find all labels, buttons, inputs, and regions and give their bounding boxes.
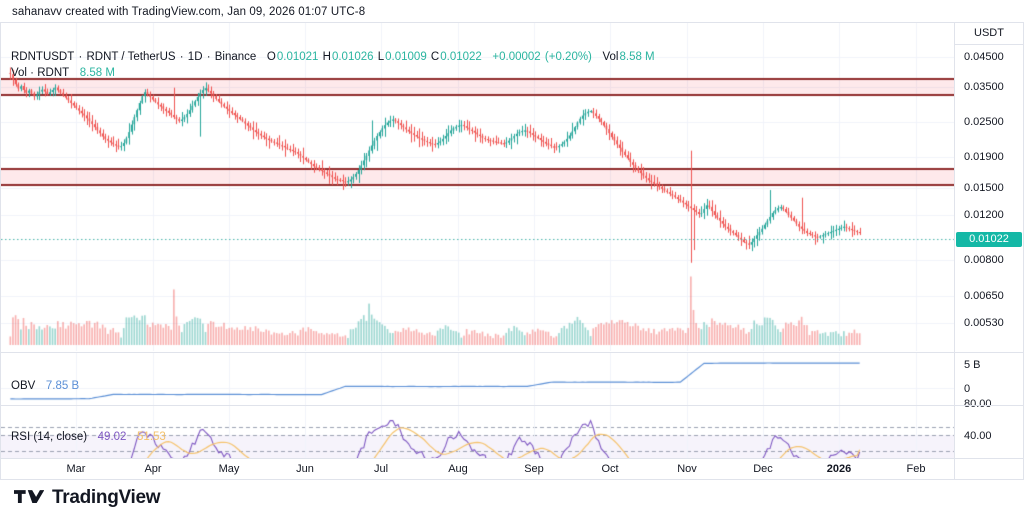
legend-open-value: 0.01021: [276, 51, 319, 63]
legend-change-percent: (+0.20%): [544, 51, 592, 63]
tradingview-footer[interactable]: TradingView: [14, 487, 161, 509]
price-tick-8: 0.00530: [964, 317, 1004, 329]
volume-legend-title: Vol · RDNT: [11, 67, 70, 79]
time-label-may: May: [218, 463, 240, 475]
time-label-dec: Dec: [753, 463, 773, 475]
rsi-legend-ma-value: 51.53: [137, 431, 166, 443]
time-label-jul: Jul: [373, 463, 389, 475]
legend-sep-1: ·: [78, 51, 83, 63]
tradingview-wordmark: TradingView: [52, 487, 161, 508]
rsi-pane[interactable]: [1, 405, 954, 458]
obv-canvas[interactable]: [1, 353, 954, 405]
legend-volume-label: Vol: [602, 51, 619, 63]
obv-tick-0: 5 B: [964, 359, 981, 371]
current-price-badge[interactable]: 0.01022: [956, 232, 1022, 247]
rsi-tick-0: 80.00: [964, 398, 992, 410]
legend-low-value: 0.01009: [385, 51, 427, 63]
price-scale-divider: [955, 44, 1023, 45]
obv-legend-title: OBV: [11, 380, 36, 392]
rsi-canvas[interactable]: [1, 406, 954, 458]
legend-symbol: RDNTUSDT: [11, 51, 75, 63]
price-tick-2: 0.02500: [964, 116, 1004, 128]
time-label-2026: 2026: [826, 463, 852, 475]
price-tick-6: 0.00800: [964, 254, 1004, 266]
time-label-feb: Feb: [906, 463, 926, 475]
legend-close-label: C: [430, 51, 440, 63]
price-scale[interactable]: USDT 0.04500 0.03500 0.02500 0.01900 0.01500…: [954, 23, 1023, 479]
price-tick-1: 0.03500: [964, 81, 1004, 93]
rsi-tick-1: 40.00: [964, 430, 992, 442]
main-series-legend[interactable]: RDNTUSDT · RDNT / TetherUS · 1D · Binanc…: [11, 51, 656, 63]
price-tick-0: 0.04500: [964, 51, 1004, 63]
volume-study-legend[interactable]: Vol · RDNT 8.58 M: [11, 67, 116, 79]
time-label-mar: Mar: [66, 463, 86, 475]
time-label-oct: Oct: [601, 463, 619, 475]
time-label-jun: Jun: [296, 463, 314, 475]
legend-exchange: Binance: [214, 51, 257, 63]
volume-legend-value: 8.58 M: [79, 67, 115, 79]
obv-scale-divider: [955, 352, 1023, 353]
time-label-aug: Aug: [448, 463, 468, 475]
rsi-legend-value: 49.02: [97, 431, 127, 443]
obv-tick-1: 0: [964, 383, 971, 395]
price-canvas[interactable]: [1, 23, 954, 351]
time-label-nov: Nov: [677, 463, 697, 475]
chart-container[interactable]: RDNTUSDT · RDNT / TetherUS · 1D · Binanc…: [0, 22, 1024, 480]
legend-close-value: 0.01022: [440, 51, 482, 63]
rsi-legend-title: RSI (14, close): [11, 431, 88, 443]
rsi-scale-divider: [955, 405, 1023, 406]
legend-change-absolute: +0.00002: [492, 51, 541, 63]
legend-sep-2: ·: [179, 51, 184, 63]
price-tick-7: 0.00650: [964, 290, 1004, 302]
price-tick-4: 0.01500: [964, 182, 1004, 194]
tradingview-logo-icon: [14, 488, 44, 508]
price-tick-3: 0.01900: [964, 151, 1004, 163]
attribution-text: sahanavv created with TradingView.com, J…: [12, 6, 366, 18]
price-tick-5: 0.01200: [964, 209, 1004, 221]
time-scale-divider: [955, 458, 1023, 459]
legend-description: RDNT / TetherUS: [86, 51, 176, 63]
obv-study-legend[interactable]: OBV 7.85 B: [11, 380, 80, 392]
legend-volume-value: 8.58 M: [619, 51, 655, 63]
price-scale-currency: USDT: [974, 27, 1004, 39]
legend-sep-3: ·: [206, 51, 211, 63]
time-label-sep: Sep: [524, 463, 544, 475]
time-label-apr: Apr: [144, 463, 162, 475]
legend-low-label: L: [377, 51, 385, 63]
obv-legend-value: 7.85 B: [45, 380, 80, 392]
legend-interval: 1D: [187, 51, 203, 63]
legend-high-value: 0.01026: [331, 51, 374, 63]
legend-open-label: O: [266, 51, 276, 63]
price-pane[interactable]: [1, 23, 954, 351]
legend-high-label: H: [322, 51, 331, 63]
obv-pane[interactable]: [1, 352, 954, 405]
rsi-study-legend[interactable]: RSI (14, close) 49.02 51.53: [11, 431, 167, 443]
time-axis[interactable]: Mar Apr May Jun Jul Aug Sep Oct Nov Dec 2026 Feb: [1, 458, 954, 481]
